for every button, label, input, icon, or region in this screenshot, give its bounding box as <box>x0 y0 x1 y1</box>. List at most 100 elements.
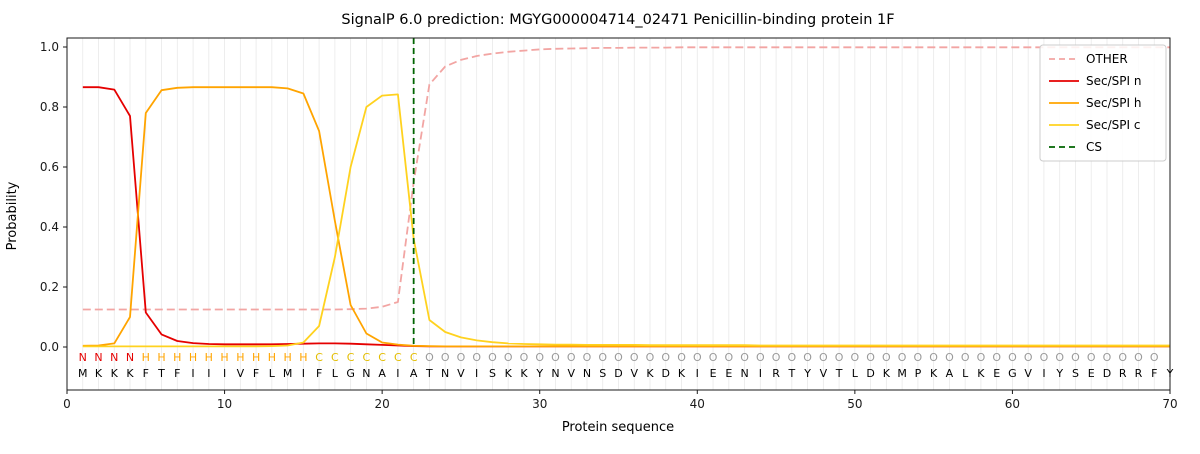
y-tick-label: 0.4 <box>40 220 59 234</box>
residue-letter: D <box>614 367 622 380</box>
residue-letter: Y <box>803 367 811 380</box>
residue-letter: I <box>1042 367 1045 380</box>
region-label: O <box>945 351 954 364</box>
residue-letter: G <box>346 367 355 380</box>
probability-series <box>82 46 1170 348</box>
residue-letter: N <box>740 367 748 380</box>
residue-letter: A <box>378 367 386 380</box>
region-label: O <box>646 351 655 364</box>
legend-label: Sec/SPI n <box>1086 74 1141 88</box>
region-label: N <box>110 351 118 364</box>
residue-letter: D <box>1103 367 1111 380</box>
residue-letter: R <box>1119 367 1127 380</box>
series-line-other <box>82 46 1170 311</box>
residue-letter: T <box>835 367 843 380</box>
region-label: O <box>882 351 891 364</box>
residue-letter: V <box>820 367 828 380</box>
series-line-sec-spi-n <box>82 86 1170 348</box>
residue-letter: M <box>78 367 88 380</box>
region-label: H <box>205 351 213 364</box>
legend-label: Sec/SPI c <box>1086 118 1140 132</box>
residue-letter: K <box>883 367 891 380</box>
region-label: C <box>410 351 418 364</box>
region-label: O <box>520 351 529 364</box>
residue-letter: D <box>866 367 874 380</box>
residue-letter: I <box>396 367 399 380</box>
x-tick-label: 10 <box>217 397 232 411</box>
residue-letter: K <box>930 367 938 380</box>
residue-letter: I <box>191 367 194 380</box>
region-label: O <box>441 351 450 364</box>
residue-letter: K <box>977 367 985 380</box>
region-label: O <box>851 351 860 364</box>
x-tick-label: 70 <box>1162 397 1177 411</box>
region-label: O <box>977 351 986 364</box>
legend-label: Sec/SPI h <box>1086 96 1141 110</box>
axes: 0 10 20 30 40 50 60 70 0.0 0.2 0.4 0.6 0.8 1.0 <box>40 37 1178 411</box>
residue-letter: K <box>95 367 103 380</box>
residue-letter: V <box>237 367 245 380</box>
y-tick-label: 1.0 <box>40 40 59 54</box>
residue-letter: L <box>852 367 859 380</box>
residue-letter: L <box>269 367 276 380</box>
residue-letter: G <box>1008 367 1017 380</box>
region-label: H <box>268 351 276 364</box>
region-label: H <box>142 351 150 364</box>
y-tick-label: 0.8 <box>40 100 59 114</box>
residue-letter: T <box>787 367 795 380</box>
region-label: O <box>866 351 875 364</box>
region-label: O <box>1087 351 1096 364</box>
legend-box <box>1039 44 1167 162</box>
region-label: O <box>992 351 1001 364</box>
region-label: O <box>1118 351 1127 364</box>
residue-letter: A <box>946 367 954 380</box>
residue-letter: M <box>897 367 907 380</box>
region-label: O <box>1008 351 1017 364</box>
region-label: O <box>756 351 765 364</box>
region-label: C <box>363 351 371 364</box>
region-label: O <box>457 351 466 364</box>
residue-letter: E <box>1088 367 1095 380</box>
region-label: O <box>1040 351 1049 364</box>
region-label: H <box>299 351 307 364</box>
region-label: H <box>283 351 291 364</box>
region-label: H <box>236 351 244 364</box>
region-label: O <box>724 351 733 364</box>
residue-letter: V <box>567 367 575 380</box>
region-label: O <box>567 351 576 364</box>
region-label: H <box>157 351 165 364</box>
residue-letter: P <box>915 367 922 380</box>
region-label: O <box>677 351 686 364</box>
residue-letter: R <box>772 367 780 380</box>
region-label: O <box>504 351 513 364</box>
y-axis-label: Probability <box>5 181 20 250</box>
region-label: H <box>252 351 260 364</box>
region-label: N <box>94 351 102 364</box>
residue-letter: T <box>425 367 433 380</box>
region-label: H <box>220 351 228 364</box>
residue-letter: V <box>1024 367 1032 380</box>
region-label: O <box>961 351 970 364</box>
region-label: C <box>347 351 355 364</box>
residue-letter: Y <box>1166 367 1174 380</box>
residue-letter: I <box>302 367 305 380</box>
residue-letter: A <box>410 367 418 380</box>
gridlines <box>82 38 1171 390</box>
region-label: O <box>472 351 481 364</box>
legend-label: OTHER <box>1086 52 1128 66</box>
residue-letter: E <box>993 367 1000 380</box>
x-tick-label: 60 <box>1005 397 1020 411</box>
residue-letter: V <box>630 367 638 380</box>
region-label: O <box>1103 351 1112 364</box>
legend-label: CS <box>1086 140 1102 154</box>
x-tick-label: 50 <box>847 397 862 411</box>
residue-letter: K <box>505 367 513 380</box>
residue-letter: I <box>207 367 210 380</box>
region-label: O <box>1134 351 1143 364</box>
region-label: O <box>803 351 812 364</box>
legend: OTHER Sec/SPI n Sec/SPI h Sec/SPI c CS <box>1039 44 1167 162</box>
residue-letter: K <box>646 367 654 380</box>
residue-letter: I <box>475 367 478 380</box>
